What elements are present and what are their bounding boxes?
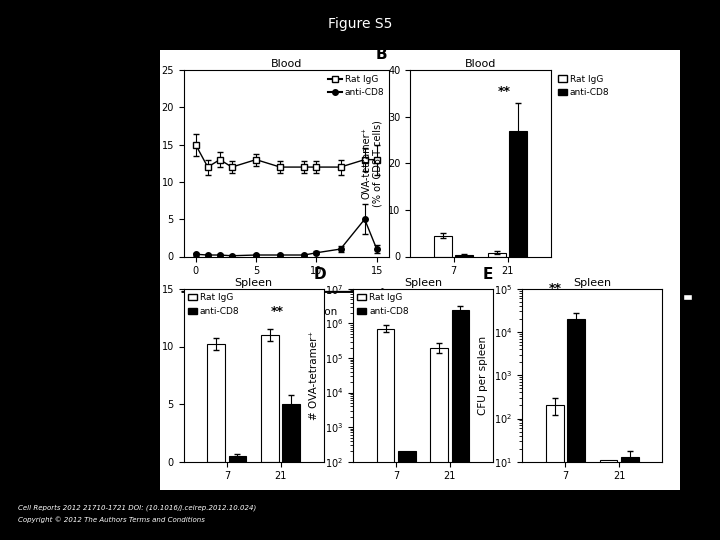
Bar [621,457,639,540]
Text: **: ** [498,85,510,98]
Legend: Rat IgG, anti-CD8: Rat IgG, anti-CD8 [328,75,384,97]
Bar [397,451,415,540]
Text: Cell Reports 2012 21710-1721 DOI: (10.1016/j.celrep.2012.10.024): Cell Reports 2012 21710-1721 DOI: (10.10… [18,505,256,511]
Text: C: C [144,267,156,281]
Bar [451,310,469,540]
Text: Days post-infection: Days post-infection [235,307,337,317]
Legend: Rat IgG, anti-CD8: Rat IgG, anti-CD8 [357,293,409,316]
Text: E: E [482,267,493,281]
Bar [282,404,300,462]
Bar [261,335,279,462]
Y-axis label: CD8 T cells (%): CD8 T cells (%) [146,335,156,415]
Title: Blood: Blood [465,59,496,70]
Text: **: ** [548,282,562,295]
Bar [455,255,473,256]
Text: B: B [375,47,387,62]
Bar [509,131,527,256]
Text: Days post-infection: Days post-infection [343,515,445,525]
Text: **: ** [271,305,284,318]
Legend: Rat IgG, anti-CD8: Rat IgG, anti-CD8 [558,75,610,97]
Title: Spleen: Spleen [235,278,273,288]
Bar [567,319,585,540]
Title: Spleen: Spleen [573,278,611,288]
Bar [546,406,564,540]
Text: D: D [313,267,326,281]
Bar [488,253,506,256]
Bar [600,460,618,540]
Text: Copyright © 2012 The Authors Terms and Conditions: Copyright © 2012 The Authors Terms and C… [18,516,205,523]
Text: A: A [143,47,154,62]
Bar [207,344,225,462]
Title: Blood: Blood [271,59,302,70]
Text: Figure S5: Figure S5 [328,17,392,31]
Bar [228,456,246,462]
Bar [377,329,395,540]
Legend: Rat IgG, Anti-CD8: Rat IgG, Anti-CD8 [683,293,720,316]
Y-axis label: OVA-tetramer⁺
(% of CD8 T cells): OVA-tetramer⁺ (% of CD8 T cells) [361,120,383,207]
Title: Spleen: Spleen [404,278,442,288]
Y-axis label: CD8 T cells (%): CD8 T cells (%) [146,124,156,203]
Bar [431,348,449,540]
Y-axis label: # OVA-tetramer⁺: # OVA-tetramer⁺ [309,331,319,420]
Bar [434,235,452,256]
Legend: Rat IgG, anti-CD8: Rat IgG, anti-CD8 [188,293,240,316]
Y-axis label: CFU per spleen: CFU per spleen [478,336,488,415]
